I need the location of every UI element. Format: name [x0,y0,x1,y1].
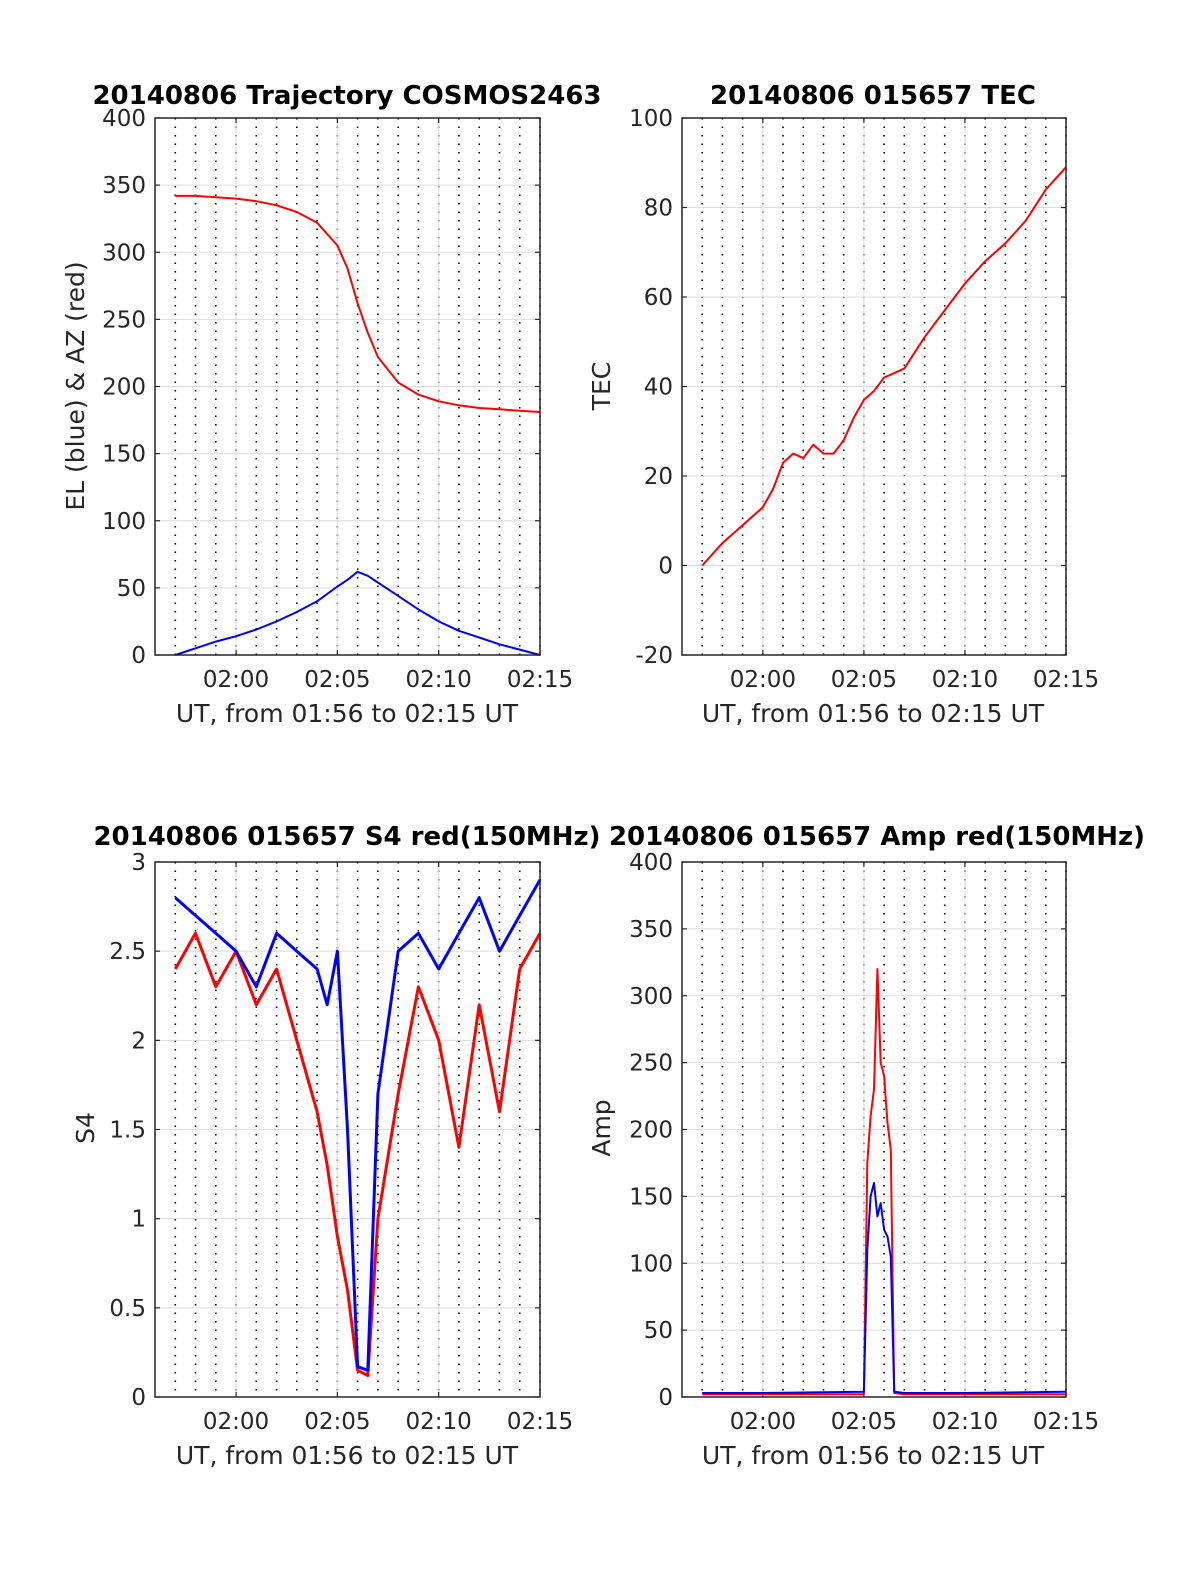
s4-x-ticks: 02:00 02:05 02:10 02:15 [203,862,573,1435]
y-tick-label: 100 [102,509,146,535]
x-tick-label: 02:15 [1033,1409,1099,1435]
y-tick-label: 50 [117,576,146,602]
y-tick-label: 0.5 [109,1296,146,1322]
y-tick-label: 1.5 [109,1118,146,1144]
trajectory-panel: 20140806 Trajectory COSMOS2463 EL (blue)… [61,81,602,728]
y-tick-label: 300 [629,984,673,1010]
trajectory-ylabel: EL (blue) & AZ (red) [61,261,90,510]
amp-x-ticks: 02:00 02:05 02:10 02:15 [730,862,1099,1435]
x-tick-label: 02:10 [932,667,998,693]
y-tick-label: 300 [102,240,146,266]
tec-xlabel: UT, from 01:56 to 02:15 UT [702,699,1045,728]
x-tick-label: 02:10 [406,667,472,693]
trajectory-series-el-line [174,570,541,656]
amp-y-ticks: 0 50 100 150 200 250 300 350 400 [629,850,1066,1411]
x-tick-label: 02:10 [406,1409,472,1435]
y-tick-label: 400 [629,850,673,876]
y-tick-label: 250 [629,1051,673,1077]
y-tick-label: 80 [644,196,673,222]
s4-series-blue-line [174,879,542,1372]
y-tick-label: 400 [102,106,146,132]
x-tick-label: 02:05 [304,667,370,693]
y-tick-label: 350 [629,917,673,943]
s4-xlabel: UT, from 01:56 to 02:15 UT [176,1441,519,1470]
y-tick-label: 20 [644,464,673,490]
y-tick-label: 200 [629,1118,673,1144]
s4-panel: 20140806 015657 S4 red(150MHz) S4 UT, fr… [71,822,601,1470]
s4-y-ticks: 0 0.5 1 1.5 2 2.5 3 [109,850,540,1411]
x-tick-label: 02:05 [831,1409,897,1435]
tec-axes-box [681,117,1067,656]
y-tick-label: -20 [635,643,673,669]
s4-ylabel: S4 [71,1112,100,1144]
trajectory-axes-box [154,117,541,656]
y-tick-label: 2.5 [109,939,146,965]
x-tick-label: 02:00 [730,667,796,693]
x-tick-label: 02:00 [730,1409,796,1435]
trajectory-y-ticks: 0 50 100 150 200 250 300 350 400 [102,106,540,669]
trajectory-series-az-line [175,194,541,413]
trajectory-title: 20140806 Trajectory COSMOS2463 [92,81,601,111]
y-tick-label: 1 [131,1207,146,1233]
tec-title: 20140806 015657 TEC [710,81,1036,111]
y-tick-label: 150 [629,1184,673,1210]
y-tick-label: 350 [102,173,146,199]
y-tick-label: 250 [102,307,146,333]
y-tick-label: 3 [131,850,146,876]
amp-series [702,968,1067,1396]
y-tick-label: 40 [644,375,673,401]
x-tick-label: 02:00 [203,667,269,693]
tec-panel: 20140806 015657 TEC TEC UT, from 01:56 t… [587,81,1099,728]
x-tick-label: 02:15 [507,1409,573,1435]
s4-title: 20140806 015657 S4 red(150MHz) [93,822,600,852]
tec-series-tec-line [701,166,1067,567]
s4-series [173,879,542,1378]
tec-y-ticks: -20 0 20 40 60 80 100 [629,106,1066,669]
x-tick-label: 02:05 [304,1409,370,1435]
x-tick-label: 02:15 [1033,667,1099,693]
y-tick-label: 150 [102,442,146,468]
y-tick-label: 50 [644,1318,673,1344]
y-tick-label: 0 [131,1385,146,1411]
amp-ylabel: Amp [587,1099,616,1156]
tec-series [701,166,1067,567]
y-tick-label: 2 [131,1028,146,1054]
amp-axes-box [681,861,1067,1398]
y-tick-label: 100 [629,1251,673,1277]
tec-x-ticks: 02:00 02:05 02:10 02:15 [730,118,1099,693]
y-tick-label: 0 [658,554,673,580]
trajectory-series [174,194,541,656]
y-tick-label: 0 [131,643,146,669]
x-tick-label: 02:10 [932,1409,998,1435]
amp-xlabel: UT, from 01:56 to 02:15 UT [702,1441,1045,1470]
amp-title: 20140806 015657 Amp red(150MHz) [609,822,1145,852]
amp-panel: 20140806 015657 Amp red(150MHz) Amp UT, … [587,822,1145,1470]
s4-series-red-line [173,931,542,1378]
x-tick-label: 02:15 [507,667,573,693]
s4-axes-box [154,861,541,1398]
y-tick-label: 200 [102,375,146,401]
y-tick-label: 100 [629,106,673,132]
amp-series-blue-line [702,1182,1067,1394]
x-tick-label: 02:00 [203,1409,269,1435]
y-tick-label: 60 [644,285,673,311]
tec-ylabel: TEC [587,362,616,412]
y-tick-label: 0 [658,1385,673,1411]
x-tick-label: 02:05 [831,667,897,693]
trajectory-xlabel: UT, from 01:56 to 02:15 UT [176,699,519,728]
trajectory-x-ticks: 02:00 02:05 02:10 02:15 [203,118,573,693]
